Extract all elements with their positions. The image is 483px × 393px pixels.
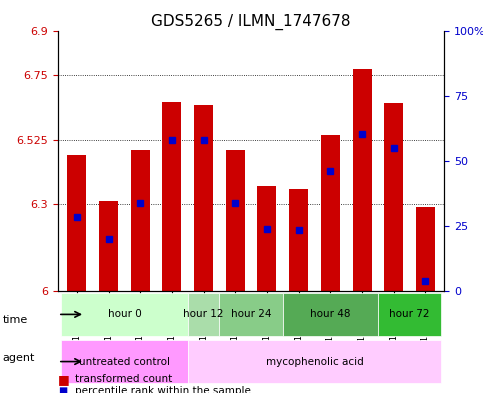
Text: hour 24: hour 24 (231, 309, 271, 320)
Text: agent: agent (2, 353, 35, 363)
Text: transformed count: transformed count (75, 374, 172, 384)
FancyBboxPatch shape (378, 293, 441, 336)
Bar (99, 202, 118, 291)
Text: hour 72: hour 72 (389, 309, 430, 320)
Bar (226, 150, 245, 291)
Bar (162, 102, 182, 291)
Text: percentile rank within the sample: percentile rank within the sample (75, 386, 251, 393)
Text: hour 0: hour 0 (108, 309, 142, 320)
Bar (416, 207, 435, 291)
Text: hour 48: hour 48 (310, 309, 351, 320)
Bar (257, 185, 276, 291)
Bar (321, 135, 340, 291)
FancyBboxPatch shape (219, 293, 283, 336)
Text: untreated control: untreated control (79, 356, 170, 367)
Bar (289, 189, 308, 291)
Bar (131, 150, 150, 291)
Bar (194, 105, 213, 291)
FancyBboxPatch shape (188, 293, 219, 336)
Text: mycophenolic acid: mycophenolic acid (266, 356, 363, 367)
FancyBboxPatch shape (283, 293, 378, 336)
Text: hour 12: hour 12 (184, 309, 224, 320)
FancyBboxPatch shape (61, 340, 188, 383)
FancyBboxPatch shape (188, 340, 441, 383)
FancyBboxPatch shape (61, 293, 188, 336)
Bar (384, 103, 403, 291)
Text: time: time (2, 315, 28, 325)
Text: ■: ■ (58, 373, 70, 386)
Bar (68, 155, 86, 291)
Text: ■: ■ (58, 386, 67, 393)
Bar (353, 69, 371, 291)
Title: GDS5265 / ILMN_1747678: GDS5265 / ILMN_1747678 (151, 14, 351, 30)
